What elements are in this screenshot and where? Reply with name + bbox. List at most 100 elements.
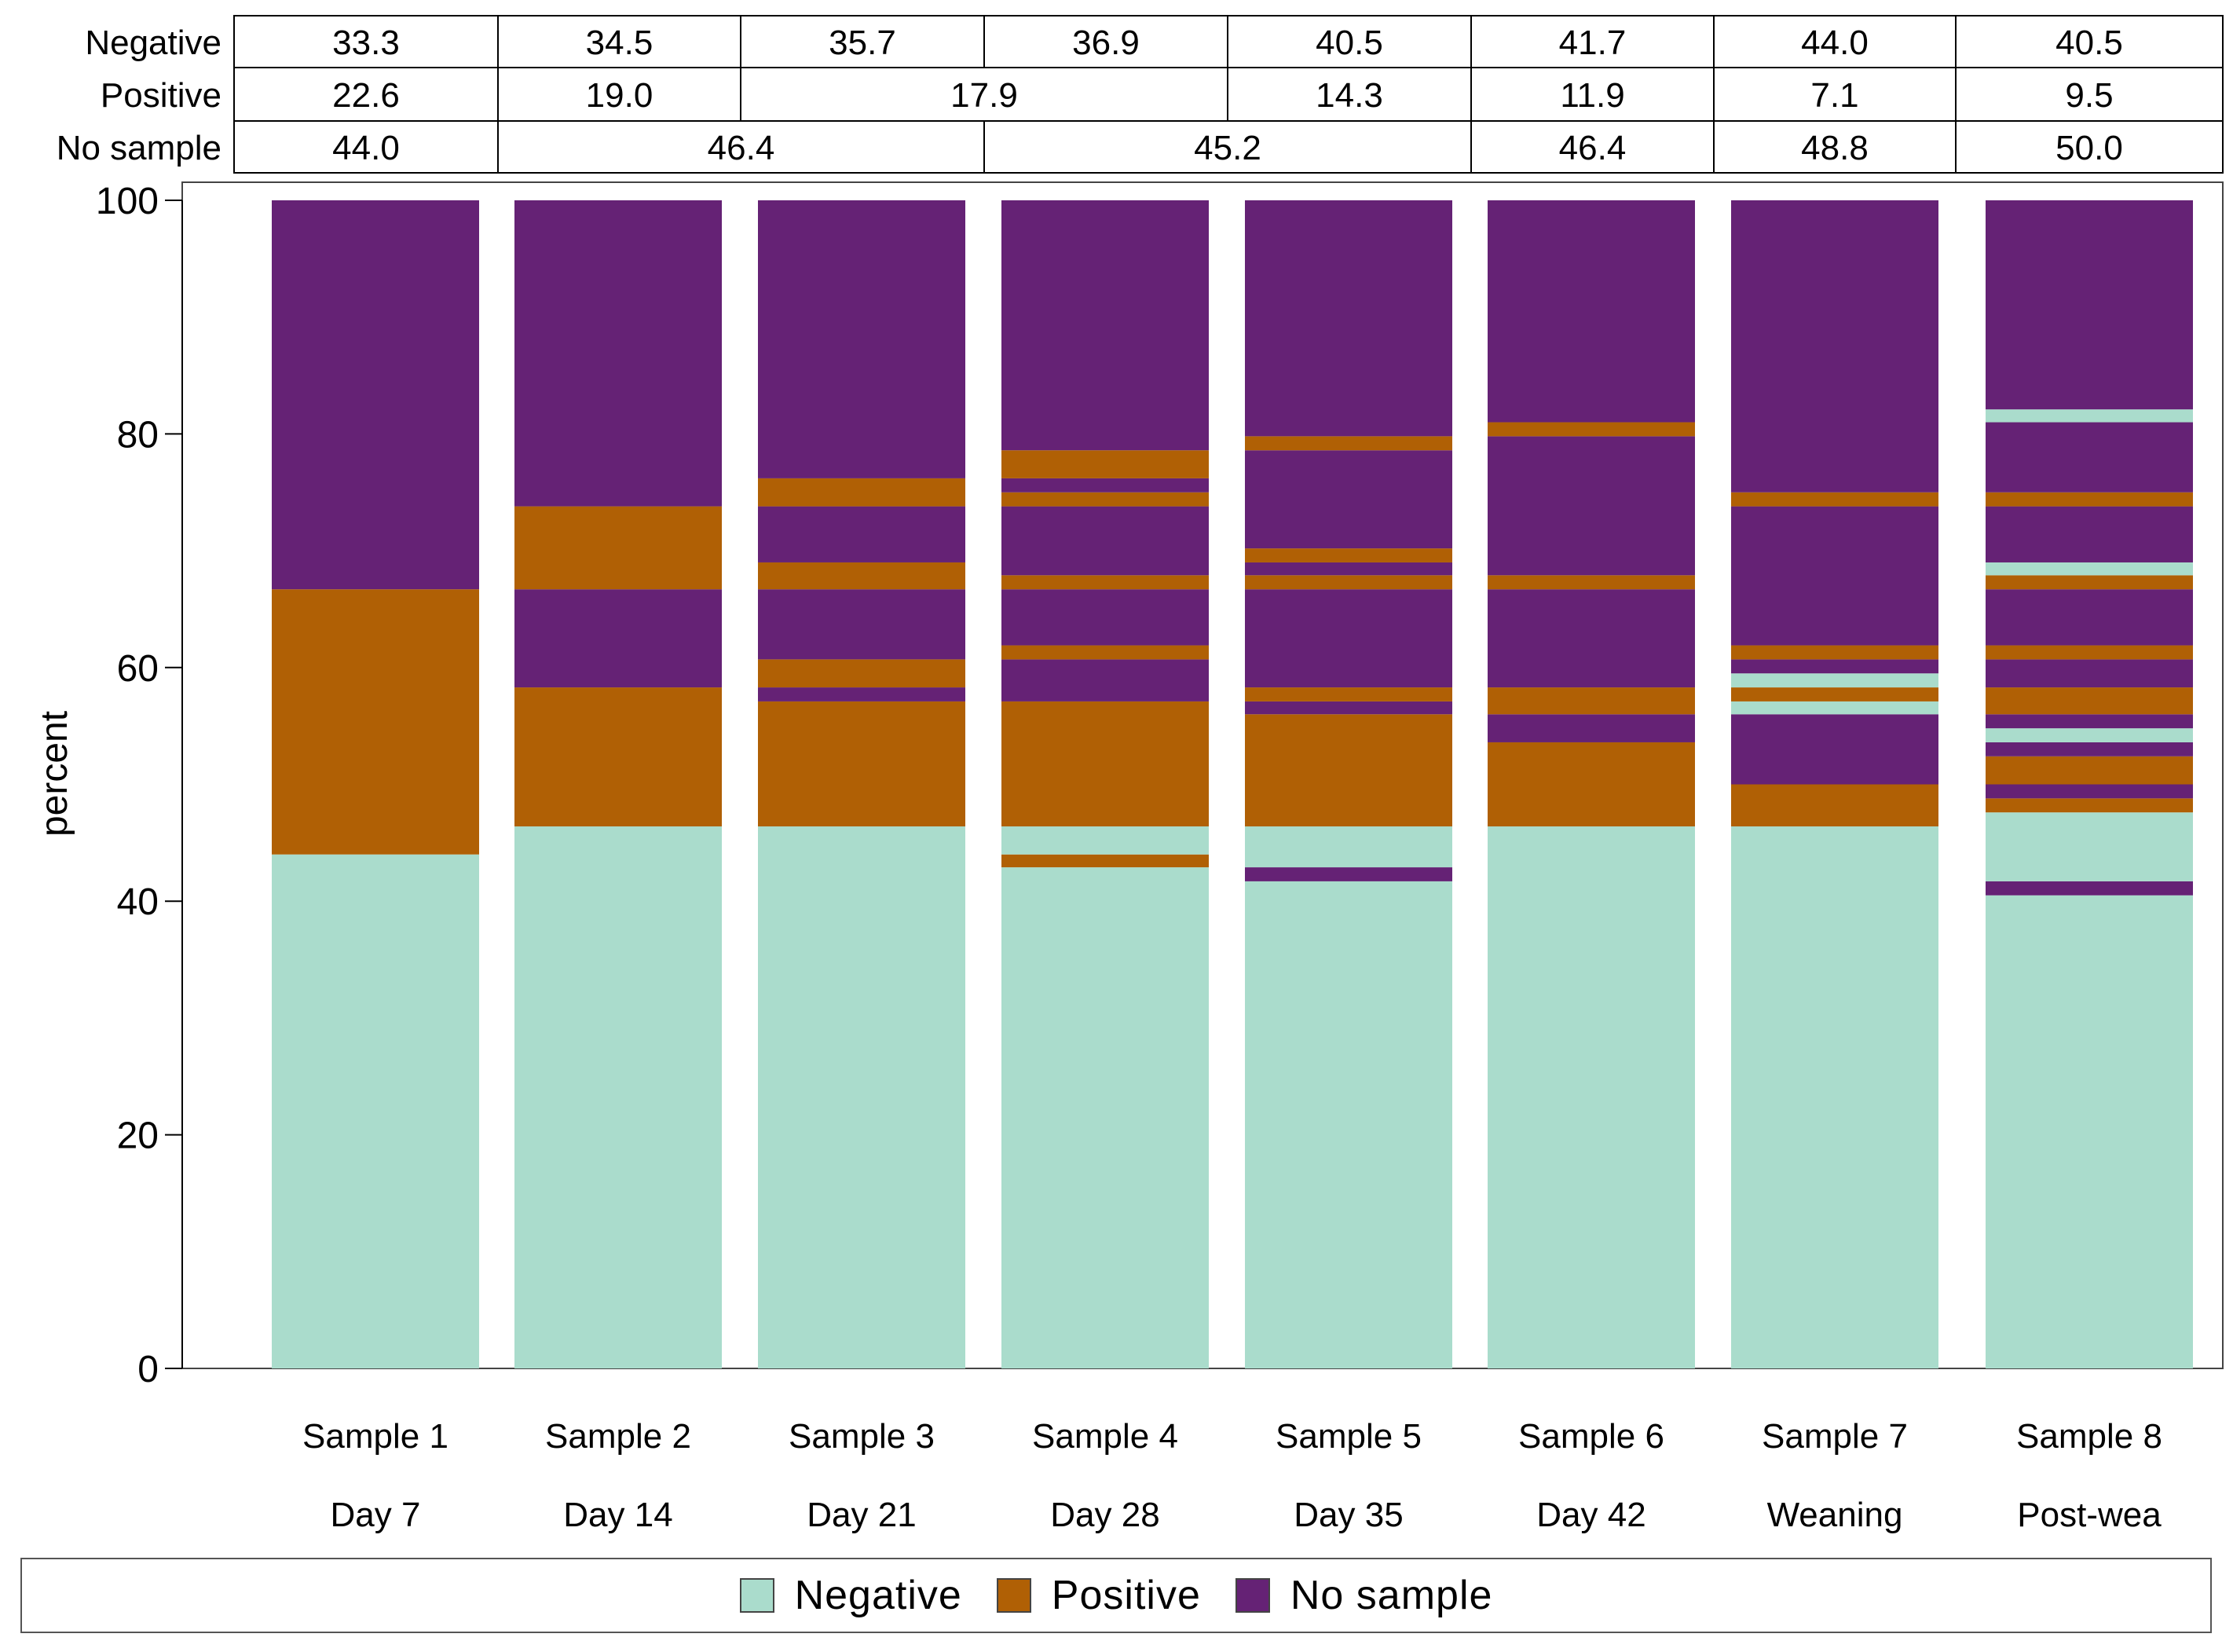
x-tick-label-day: Day 28 — [1050, 1496, 1159, 1534]
table-cell-value: 48.8 — [1801, 129, 1869, 167]
bar-segment-no-sample — [1986, 422, 2193, 493]
table-cell-value: 17.9 — [950, 76, 1018, 115]
bar-segment-no-sample — [1245, 450, 1452, 549]
bar-segment-positive — [1986, 756, 2193, 785]
bar-segment-negative — [1986, 895, 2193, 1368]
x-tick-label-sample: Sample 8 — [2016, 1417, 2162, 1456]
bar-segment-no-sample — [758, 687, 965, 701]
x-tick-label-day: Day 42 — [1536, 1496, 1645, 1534]
table-cell-value: 41.7 — [1559, 24, 1627, 62]
bar-segment-negative — [1986, 728, 2193, 742]
bar-segment-positive — [1731, 645, 1938, 660]
bar-segment-negative — [514, 826, 722, 1368]
bar-segment-positive — [1731, 492, 1938, 507]
legend-item-no-sample: No sample — [1235, 1572, 1493, 1619]
x-tick-label-day: Post-wea — [2017, 1496, 2162, 1534]
bar-7 — [1731, 200, 1938, 1368]
bar-segment-positive — [1986, 575, 2193, 590]
bar-segment-negative — [1001, 867, 1209, 1368]
bar-segment-no-sample — [1488, 589, 1695, 688]
table-cell-value: 7.1 — [1810, 76, 1858, 115]
legend-swatch-no-sample — [1235, 1578, 1270, 1613]
x-tick-label-sample: Sample 3 — [789, 1417, 935, 1456]
legend-label-positive: Positive — [1051, 1573, 1201, 1618]
bar-segment-no-sample — [272, 200, 479, 590]
legend-label-negative: Negative — [794, 1573, 962, 1618]
bar-4 — [1001, 200, 1209, 1368]
y-tick-label: 40 — [117, 881, 159, 923]
table-cell-value: 34.5 — [586, 24, 653, 62]
bar-segment-no-sample — [1001, 478, 1209, 493]
bar-segment-no-sample — [1488, 436, 1695, 576]
bar-segment-positive — [758, 701, 965, 827]
bar-segment-no-sample — [1986, 881, 2193, 896]
legend: Negative Positive No sample — [20, 1558, 2212, 1633]
table-row-label: Positive — [101, 76, 221, 115]
bar-segment-positive — [1986, 645, 2193, 660]
bar-segment-positive — [1731, 784, 1938, 827]
y-tick-label: 100 — [96, 181, 159, 222]
bar-segment-no-sample — [1001, 659, 1209, 701]
table-cell-value: 40.5 — [1316, 24, 1383, 62]
bar-segment-negative — [1245, 881, 1452, 1368]
bar-segment-no-sample — [1245, 562, 1452, 576]
bar-segment-negative — [1731, 826, 1938, 1368]
bar-segment-positive — [1001, 645, 1209, 660]
bar-segment-no-sample — [1488, 200, 1695, 423]
bar-segment-negative — [272, 854, 479, 1368]
bar-segment-no-sample — [1986, 714, 2193, 729]
legend-label-no-sample: No sample — [1290, 1573, 1493, 1618]
bar-segment-positive — [1245, 714, 1452, 827]
bar-segment-positive — [1245, 548, 1452, 562]
bar-segment-no-sample — [758, 506, 965, 562]
bar-segment-positive — [1488, 742, 1695, 827]
x-tick-label-day: Day 21 — [807, 1496, 916, 1534]
bar-segment-negative — [1001, 826, 1209, 855]
bar-segment-positive — [1986, 492, 2193, 507]
x-tick-label-day: Day 35 — [1294, 1496, 1403, 1534]
bar-segment-positive — [1986, 798, 2193, 813]
bar-segment-negative — [1986, 562, 2193, 576]
x-tick-label-day: Weaning — [1767, 1496, 1903, 1534]
bar-segment-positive — [1001, 854, 1209, 868]
bar-segment-positive — [1245, 687, 1452, 701]
bar-segment-no-sample — [1001, 200, 1209, 451]
x-tick-label-sample: Sample 4 — [1032, 1417, 1178, 1456]
bar-6 — [1488, 200, 1695, 1368]
table-cell-value: 19.0 — [586, 76, 653, 115]
bar-segment-no-sample — [1986, 200, 2193, 410]
bar-segment-no-sample — [1245, 867, 1452, 881]
bar-segment-positive — [758, 562, 965, 590]
bar-segment-no-sample — [1986, 659, 2193, 688]
x-tick-label-sample: Sample 2 — [545, 1417, 691, 1456]
bar-segment-negative — [1245, 826, 1452, 868]
bar-segment-no-sample — [514, 200, 722, 507]
x-tick-label-sample: Sample 6 — [1518, 1417, 1664, 1456]
table-cell-value: 40.5 — [2055, 24, 2123, 62]
bar-1 — [272, 200, 479, 1368]
bar-segment-positive — [1001, 701, 1209, 827]
bar-segment-no-sample — [1986, 784, 2193, 799]
legend-swatch-positive — [996, 1578, 1031, 1613]
bar-segment-positive — [1001, 492, 1209, 507]
bar-segment-positive — [514, 687, 722, 827]
table-cell-value: 11.9 — [1560, 76, 1624, 115]
table-cell-value: 22.6 — [332, 76, 400, 115]
bar-segment-positive — [1488, 575, 1695, 590]
table-cell-value: 36.9 — [1072, 24, 1140, 62]
bar-segment-positive — [1001, 575, 1209, 590]
x-tick-label-sample: Sample 1 — [302, 1417, 448, 1456]
bar-segment-no-sample — [1731, 659, 1938, 674]
bar-8 — [1986, 200, 2193, 1368]
table-cell-value: 33.3 — [332, 24, 400, 62]
y-tick-label: 60 — [117, 648, 159, 690]
bar-segment-positive — [1488, 687, 1695, 715]
bar-segment-no-sample — [758, 200, 965, 478]
x-tick-label-sample: Sample 7 — [1762, 1417, 1908, 1456]
bar-segment-no-sample — [1986, 742, 2193, 756]
x-tick-label-day: Day 7 — [331, 1496, 421, 1534]
bar-segment-negative — [1986, 812, 2193, 881]
bar-segment-positive — [272, 589, 479, 855]
